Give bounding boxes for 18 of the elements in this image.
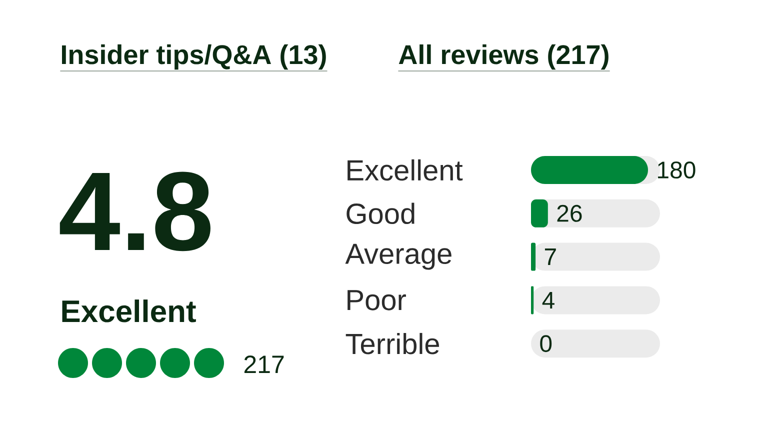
y-tick-label: Poor [348,290,406,310]
text: All reviews (217) [398,44,608,70]
data-label: 26 [557,204,582,222]
bar [531,242,536,271]
y-tick-label: Terrible [346,332,440,354]
data-label: 4 [542,292,554,308]
y-tick-label: Excellent [348,159,463,181]
data-label: 180 [658,162,696,179]
y-tick-label: Average [345,244,452,270]
bar [531,286,534,314]
y-tick-label: Good [346,202,414,224]
data-label: 7 [544,248,556,266]
text: Insider tips/Q&A (13) [62,44,326,70]
text: 4.8 [60,172,210,252]
data-label: 0 [540,335,552,352]
text: 217 [244,356,284,373]
text: Excellent [62,300,196,322]
bar [531,199,548,228]
